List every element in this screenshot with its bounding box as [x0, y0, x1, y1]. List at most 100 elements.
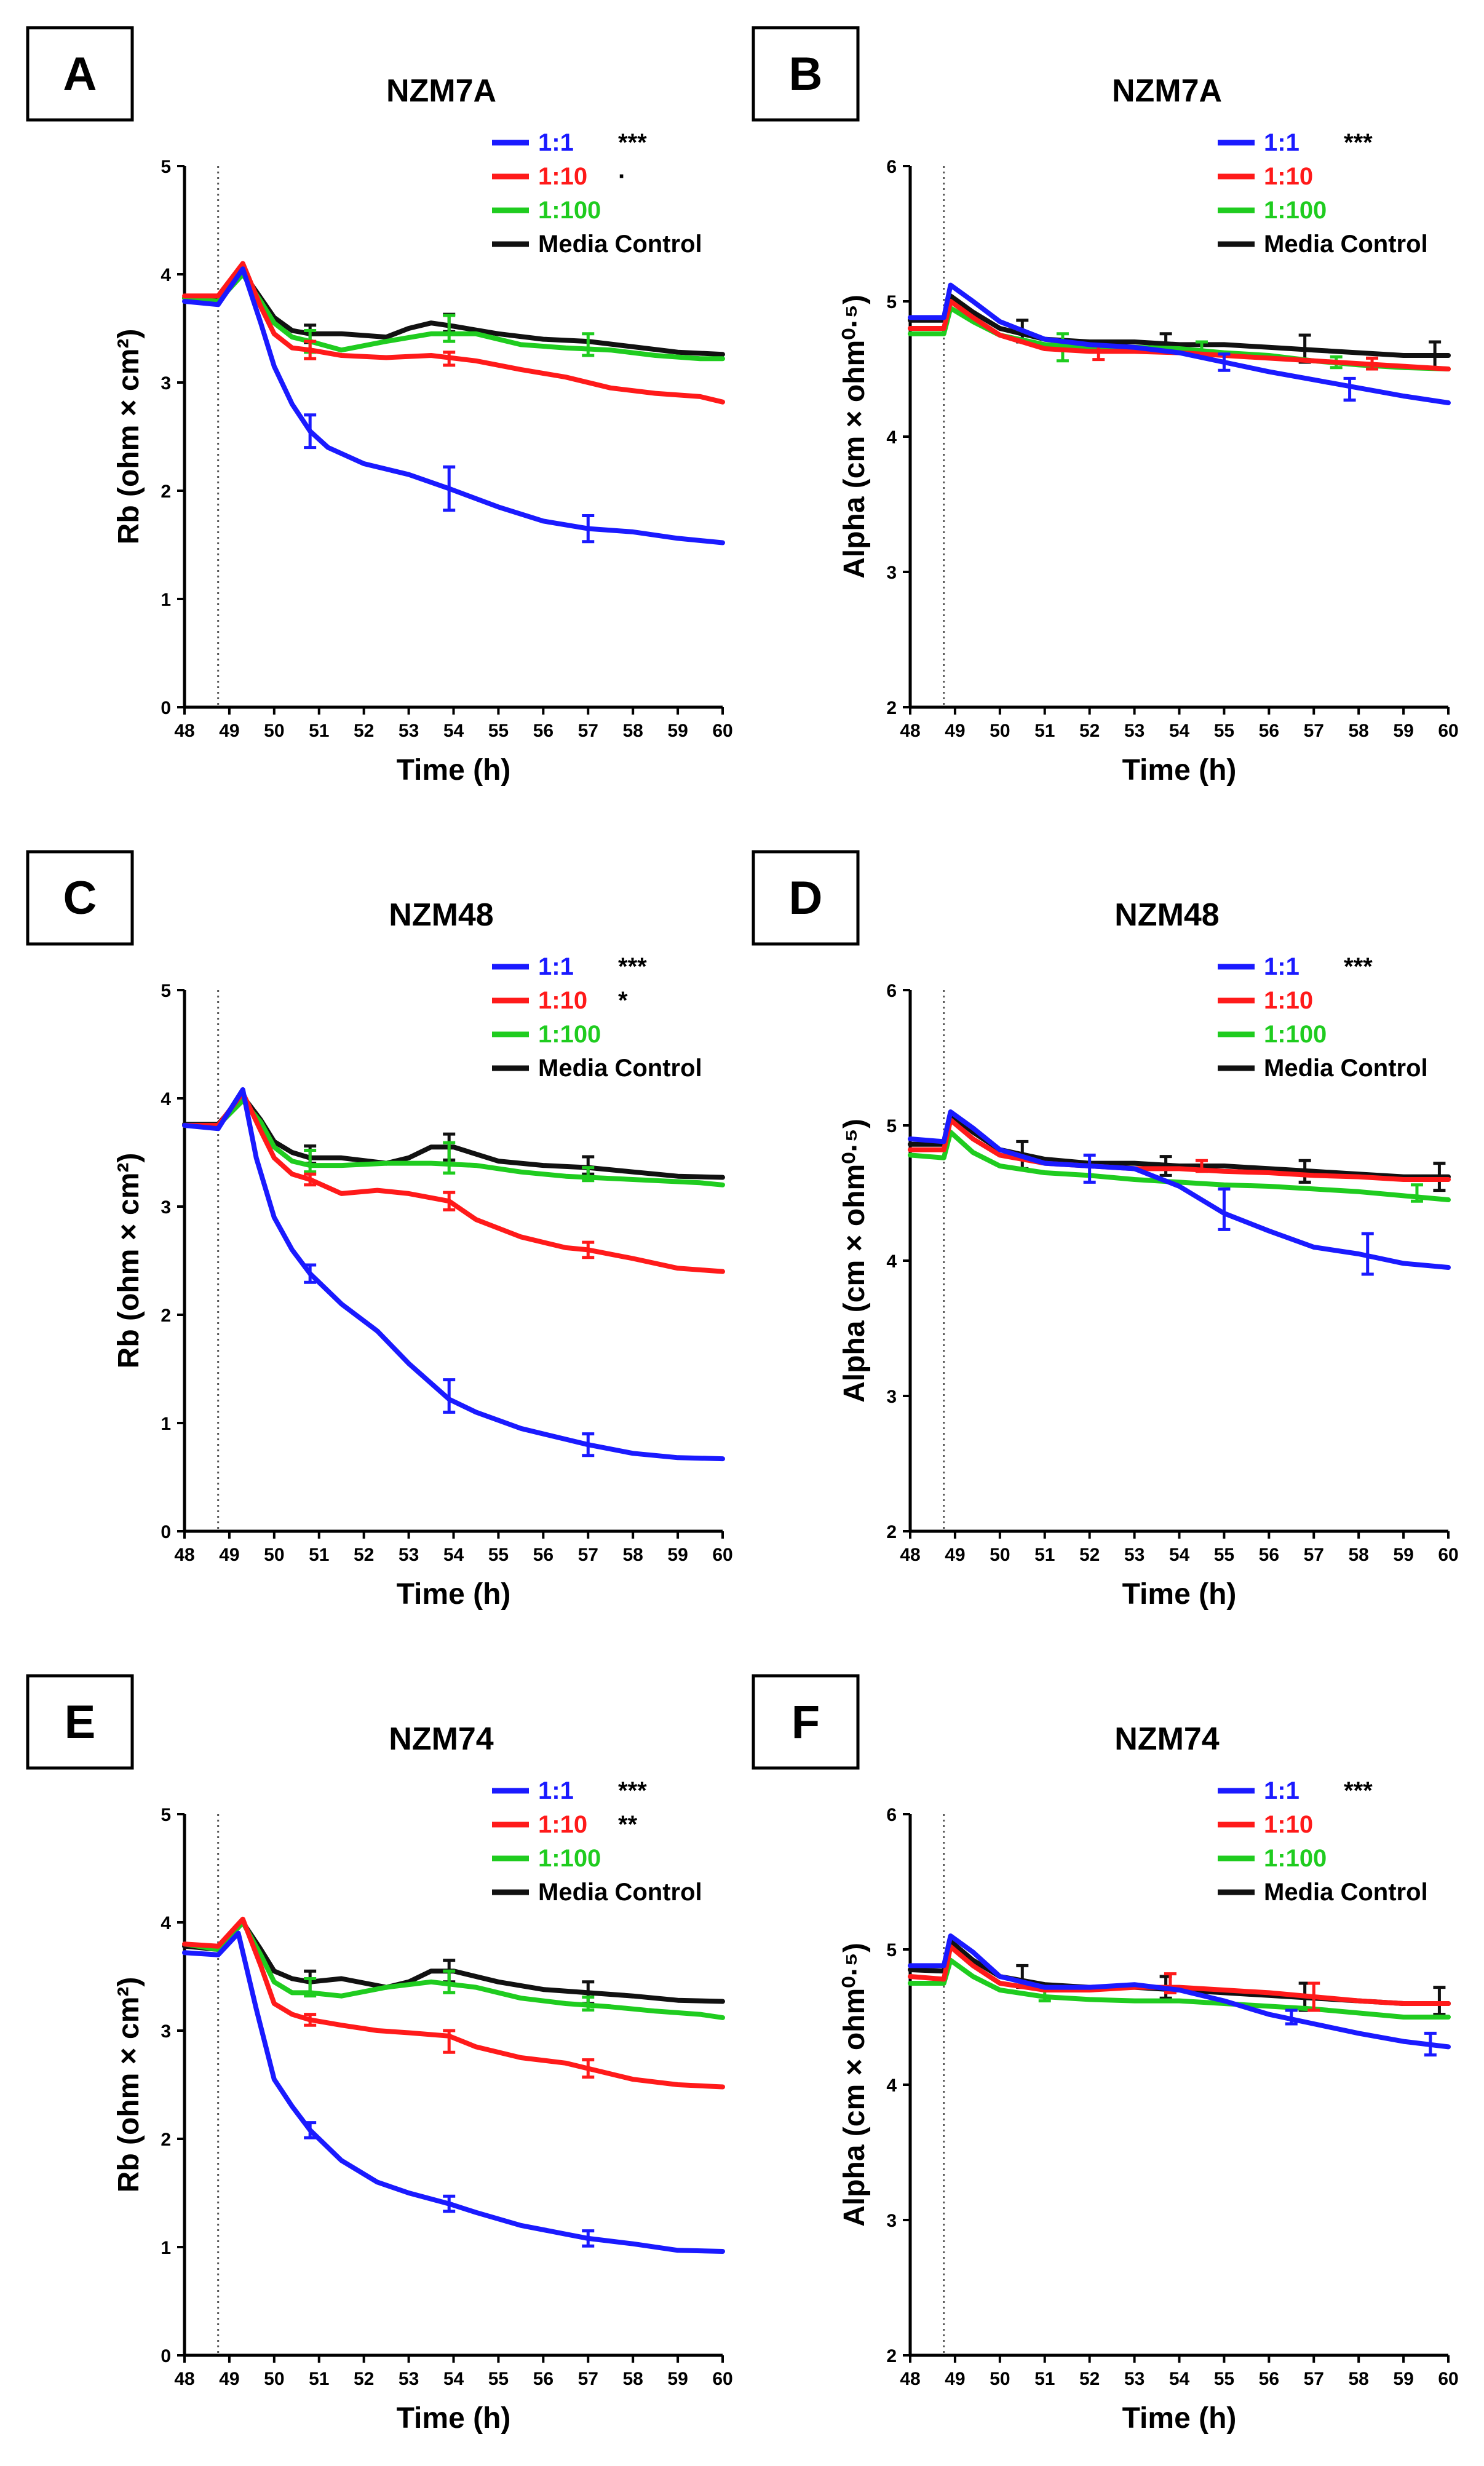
x-tick-label: 54 [1169, 721, 1190, 741]
panel-letter: A [63, 48, 97, 100]
y-tick-label: 3 [886, 2211, 897, 2231]
x-tick-label: 52 [1079, 1545, 1100, 1565]
x-tick-label: 58 [1348, 1545, 1368, 1565]
y-tick-label: 5 [886, 292, 897, 312]
legend-label: 1:1 [1264, 953, 1299, 980]
series-line [908, 1933, 1451, 2050]
y-axis-label: Rb (ohm × cm²) [113, 1153, 145, 1369]
legend-label: 1:100 [1264, 197, 1327, 224]
legend-label: 1:10 [538, 987, 587, 1014]
x-tick-label: 53 [399, 721, 419, 741]
y-tick-label: 5 [161, 981, 171, 1001]
x-tick-label: 54 [443, 2369, 464, 2389]
y-axis-label: Alpha (cm × ohm⁰·⁵) [838, 1119, 871, 1403]
x-tick-label: 56 [1259, 1545, 1279, 1565]
x-tick-label: 50 [264, 721, 284, 741]
significance-marker: *** [618, 953, 647, 980]
legend-label: 1:10 [1264, 987, 1313, 1014]
y-tick-label: 3 [161, 1197, 171, 1218]
legend-label: 1:1 [538, 1777, 574, 1804]
series-line [908, 293, 1451, 358]
series-line [908, 1944, 1451, 2006]
significance-marker: ** [618, 1811, 638, 1838]
y-tick-label: 0 [161, 698, 171, 718]
y-axis-label: Rb (ohm × cm²) [113, 329, 145, 545]
chart-title: NZM7A [1112, 73, 1222, 109]
chart-title: NZM48 [389, 897, 493, 933]
y-tick-label: 4 [161, 265, 171, 285]
x-tick-label: 53 [399, 2369, 419, 2389]
y-tick-label: 1 [161, 590, 171, 610]
x-tick-label: 48 [174, 721, 194, 741]
panel-letter-box [752, 26, 860, 122]
chart-title: NZM7A [386, 73, 496, 109]
x-tick-label: 49 [219, 1545, 239, 1565]
x-tick-label: 55 [1214, 721, 1234, 741]
panel-c: C NZM48 48 49 50 51 52 53 54 55 56 57 58 59 60 0 1 2 3 4 5 Ti… [26, 850, 733, 1611]
legend-label: Media Control [538, 1055, 702, 1082]
legend-label: 1:100 [538, 1021, 601, 1048]
x-tick-label: 55 [488, 2369, 509, 2389]
legend-label: 1:100 [538, 1845, 601, 1872]
x-tick-label: 60 [1438, 1545, 1458, 1565]
x-tick-label: 53 [1124, 721, 1145, 741]
x-tick-label: 53 [1124, 1545, 1145, 1565]
significance-marker: *** [1344, 953, 1373, 980]
x-tick-label: 50 [264, 1545, 284, 1565]
x-tick-label: 52 [354, 1545, 374, 1565]
panel-e: E NZM74 48 49 50 51 52 53 54 55 56 57 58 59 60 0 1 2 3 4 5 Ti… [26, 1674, 733, 2435]
legend-label: Media Control [538, 231, 702, 258]
x-tick-label: 60 [1438, 2369, 1458, 2389]
x-tick-label: 58 [622, 2369, 643, 2389]
panel-letter-box [26, 850, 134, 946]
legend-label: Media Control [538, 1879, 702, 1906]
significance-marker: · [618, 163, 626, 190]
x-tick-label: 54 [443, 721, 464, 741]
x-axis-label: Time (h) [1122, 1578, 1237, 1611]
y-tick-label: 4 [886, 1251, 897, 1272]
series-line [908, 299, 1451, 371]
x-tick-label: 55 [1214, 2369, 1234, 2389]
x-tick-label: 50 [990, 2369, 1010, 2389]
legend-label: 1:1 [1264, 129, 1299, 156]
panel-letter-box [752, 850, 860, 946]
panel-letter: D [789, 872, 823, 924]
y-tick-label: 6 [886, 981, 897, 1001]
x-tick-label: 54 [1169, 1545, 1190, 1565]
x-tick-label: 58 [1348, 2369, 1368, 2389]
panel-letter-box [26, 26, 134, 122]
legend-label: 1:100 [1264, 1845, 1327, 1872]
x-tick-label: 48 [174, 2369, 194, 2389]
x-tick-label: 57 [578, 1545, 598, 1565]
x-tick-label: 59 [667, 721, 688, 741]
x-tick-label: 48 [900, 2369, 920, 2389]
x-tick-label: 56 [533, 2369, 554, 2389]
legend-label: 1:1 [538, 953, 574, 980]
x-tick-label: 55 [1214, 1545, 1234, 1565]
x-tick-label: 55 [488, 1545, 509, 1565]
x-axis-label: Time (h) [1122, 754, 1237, 787]
x-tick-label: 57 [578, 2369, 598, 2389]
significance-marker: * [618, 987, 628, 1014]
y-tick-label: 2 [161, 1306, 171, 1326]
y-tick-label: 0 [161, 1522, 171, 1542]
legend-label: 1:10 [1264, 163, 1313, 190]
series-line [182, 266, 725, 545]
x-tick-label: 56 [533, 1545, 554, 1565]
x-tick-label: 60 [1438, 721, 1458, 741]
x-tick-label: 51 [309, 721, 329, 741]
y-tick-label: 6 [886, 1805, 897, 1825]
y-tick-label: 2 [886, 698, 897, 718]
x-tick-label: 51 [1034, 721, 1055, 741]
y-tick-label: 4 [161, 1089, 171, 1109]
x-tick-label: 50 [990, 1545, 1010, 1565]
series-line [182, 261, 725, 405]
x-axis-label: Time (h) [397, 754, 511, 787]
x-tick-label: 52 [354, 2369, 374, 2389]
chart-title: NZM48 [1114, 897, 1219, 933]
series-line [182, 1916, 725, 2090]
panel-letter: E [65, 1696, 96, 1748]
